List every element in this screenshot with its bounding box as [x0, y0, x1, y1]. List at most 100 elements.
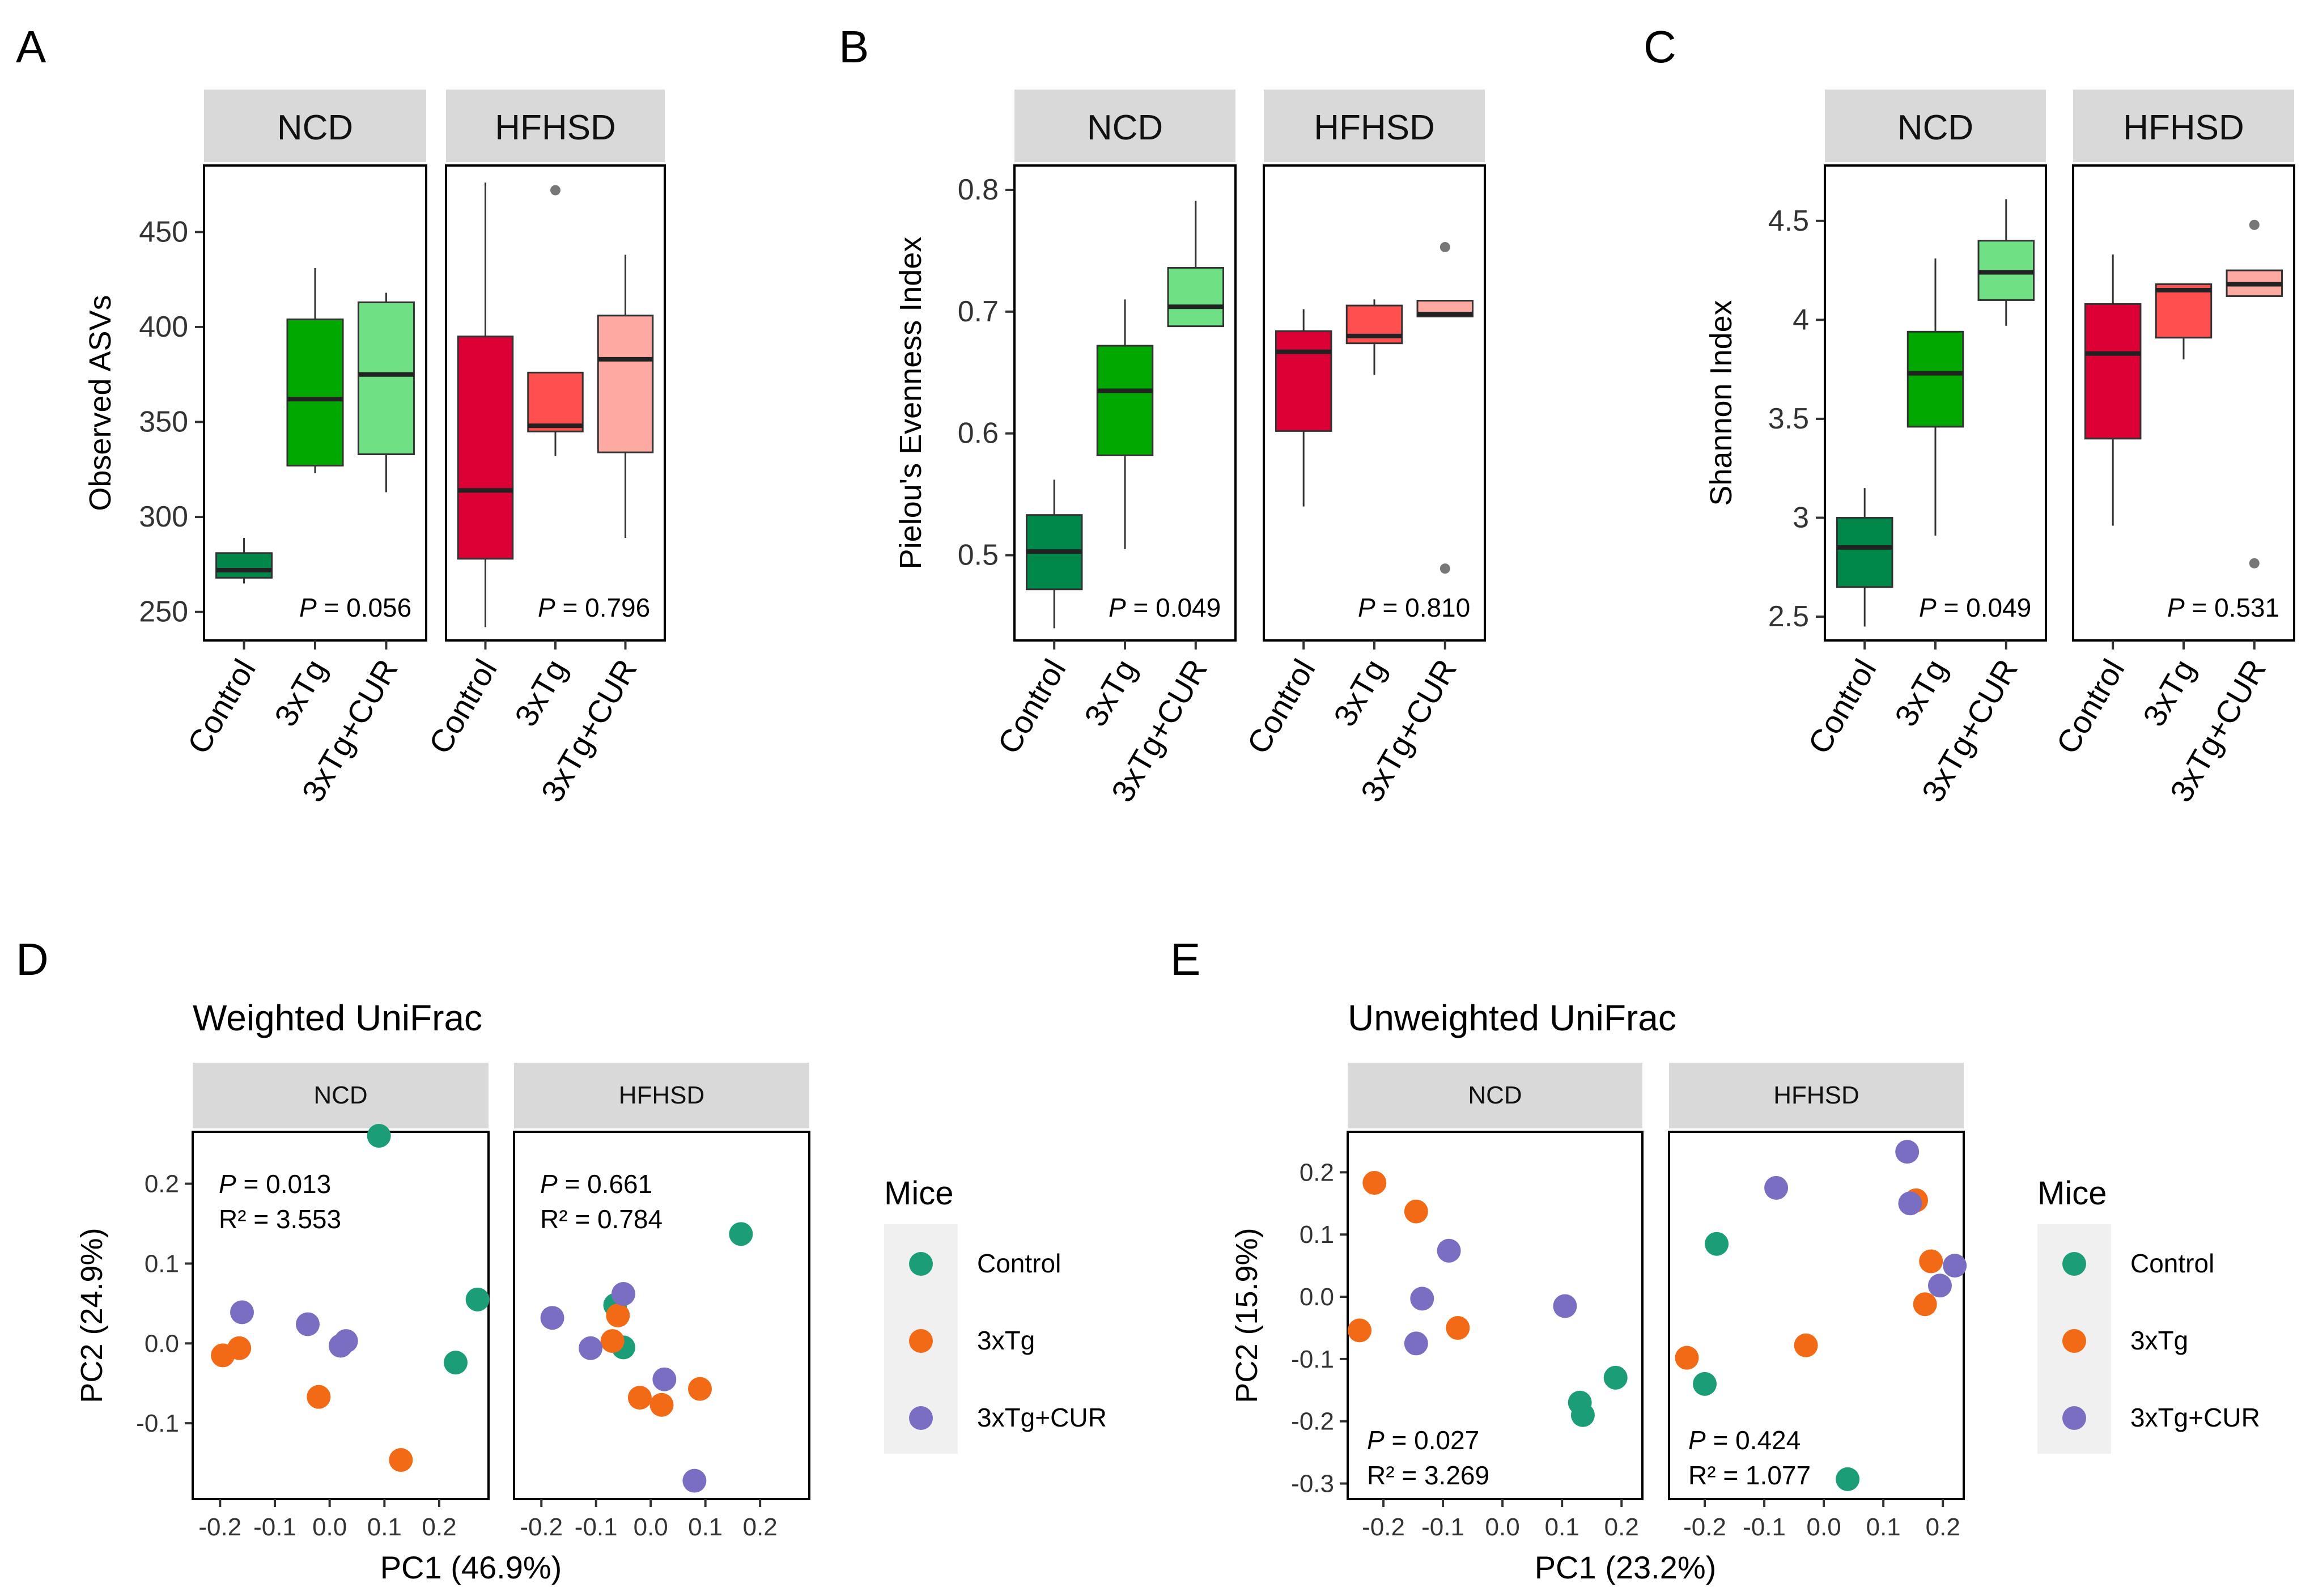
x-axis-label: PC1 (46.9%) — [380, 1550, 562, 1585]
box-3xtg: 3xTg — [1888, 258, 1964, 732]
data-point — [1570, 1403, 1595, 1427]
legend-entry: 3xTg+CUR — [977, 1403, 1107, 1432]
data-point — [1943, 1254, 1967, 1278]
box-iqr — [286, 319, 344, 467]
outlier-point — [2249, 219, 2260, 230]
y-axis-label: PC2 (24.9%) — [75, 1228, 109, 1403]
r2-label: R² = 3.269 — [1367, 1461, 1489, 1490]
series-3xtg — [1348, 1171, 1470, 1343]
series-3xtg — [1675, 1188, 1943, 1370]
data-point — [1794, 1333, 1818, 1357]
outlier-point — [2249, 558, 2260, 568]
p-value-label: P = 0.531 — [2167, 593, 2279, 622]
facet-strip — [1348, 1063, 1642, 1128]
box-3xtg: 3xTg — [267, 268, 344, 732]
data-point — [606, 1304, 630, 1327]
data-point — [230, 1300, 254, 1325]
legend-marker — [909, 1252, 933, 1276]
x-tick-label: 3xTg — [508, 653, 574, 732]
panel-label-a: A — [16, 22, 46, 72]
p-value-label: P = 0.049 — [1109, 593, 1221, 622]
y-tick-label: 2.5 — [1768, 600, 1809, 633]
facet-title: NCD — [313, 1081, 367, 1109]
box-control: Control — [422, 182, 514, 760]
box-iqr — [597, 315, 654, 453]
y-tick-label: 0.5 — [958, 539, 999, 572]
facet-frame — [1347, 1131, 1644, 1500]
series-3xtg-cur — [230, 1300, 358, 1358]
facet-ncd: NCD -0.2 -0.1 0.0 0.1 0.2 P = 0.027 R² = 3.269 — [1347, 1063, 1644, 1541]
data-point — [1693, 1372, 1717, 1396]
data-point — [1913, 1292, 1937, 1317]
x-tick-label: Control — [180, 653, 262, 760]
x-tick-label: 3xTg — [2136, 653, 2202, 732]
box-control: Control — [180, 537, 273, 760]
box-iqr — [527, 371, 584, 432]
data-point — [1675, 1345, 1699, 1370]
x-tick-label: 3xTg — [267, 653, 334, 732]
panel-label-b: B — [839, 22, 869, 72]
data-point — [1404, 1199, 1428, 1224]
series-control — [1693, 1232, 1860, 1491]
facet-frame — [513, 1131, 810, 1500]
facet-strip — [2073, 90, 2294, 162]
legend-marker — [2062, 1252, 2086, 1276]
data-point — [600, 1329, 625, 1353]
data-point — [1764, 1175, 1789, 1200]
data-point — [682, 1468, 707, 1493]
series-3xtg-cur — [540, 1281, 707, 1493]
x-tick-label: -0.2 — [520, 1513, 563, 1541]
outlier-point — [1439, 241, 1450, 252]
x-tick-label: 0.2 — [1926, 1513, 1960, 1541]
x-tick-label: 0.0 — [1485, 1513, 1520, 1541]
x-tick-label: 3xTg — [1888, 653, 1954, 732]
data-point — [444, 1351, 468, 1375]
x-tick-label: Control — [422, 653, 504, 760]
y-tick-label: 300 — [139, 500, 188, 533]
data-point — [649, 1393, 674, 1417]
y-tick-label: 0.0 — [145, 1330, 179, 1357]
y-tick-label: 0.1 — [145, 1250, 179, 1277]
data-point — [1348, 1318, 1372, 1343]
x-tick-label: Control — [1240, 653, 1322, 760]
data-point — [1362, 1171, 1387, 1195]
p-value-label: P = 0.661 — [540, 1169, 652, 1199]
y-tick-label: 0.0 — [1300, 1283, 1334, 1311]
r2-label: R² = 3.553 — [219, 1204, 341, 1234]
x-tick-label: 0.2 — [743, 1513, 778, 1541]
series-control — [367, 1124, 490, 1375]
data-point — [1603, 1365, 1628, 1390]
legend-entry: 3xTg — [2130, 1326, 2188, 1355]
facet-title: HFHSD — [1314, 108, 1435, 147]
data-point — [611, 1281, 635, 1306]
box-control: Control — [991, 479, 1083, 759]
scatter-panel-e: Unweighted UniFrac -0.3 -0.2 -0.1 0.0 0.1 0.2 P… — [1230, 998, 2260, 1585]
x-tick-label: 0.2 — [422, 1513, 456, 1541]
x-tick-label: 0.0 — [1807, 1513, 1841, 1541]
y-tick-label: -0.2 — [1291, 1408, 1334, 1436]
outlier-point — [550, 185, 560, 196]
x-tick-label: 0.1 — [688, 1513, 723, 1541]
legend-marker — [2062, 1406, 2086, 1430]
facet-ncd: NCD -0.2 -0.1 0.0 0.1 0.2 P = 0.013 R² = 3.553 — [192, 1063, 490, 1541]
facet-strip — [1669, 1063, 1964, 1128]
x-tick-label: -0.1 — [1743, 1513, 1786, 1541]
x-tick-label: -0.1 — [1421, 1513, 1464, 1541]
legend-marker — [909, 1406, 933, 1430]
series-3xtg-cur — [1404, 1238, 1577, 1356]
data-point — [1404, 1331, 1428, 1356]
data-point — [389, 1448, 413, 1472]
facet-strip — [204, 90, 426, 162]
y-axis-label: Shannon Index — [1704, 300, 1738, 506]
box-iqr — [1275, 330, 1332, 432]
y-tick-label: 0.8 — [958, 173, 999, 206]
series-control — [1568, 1365, 1628, 1427]
box-3xtg: 3xTg — [2136, 283, 2213, 732]
outlier-point — [1439, 563, 1450, 574]
facet-strip — [446, 90, 665, 162]
y-tick-label: 3 — [1793, 502, 1809, 534]
series-3xtg — [211, 1336, 413, 1472]
